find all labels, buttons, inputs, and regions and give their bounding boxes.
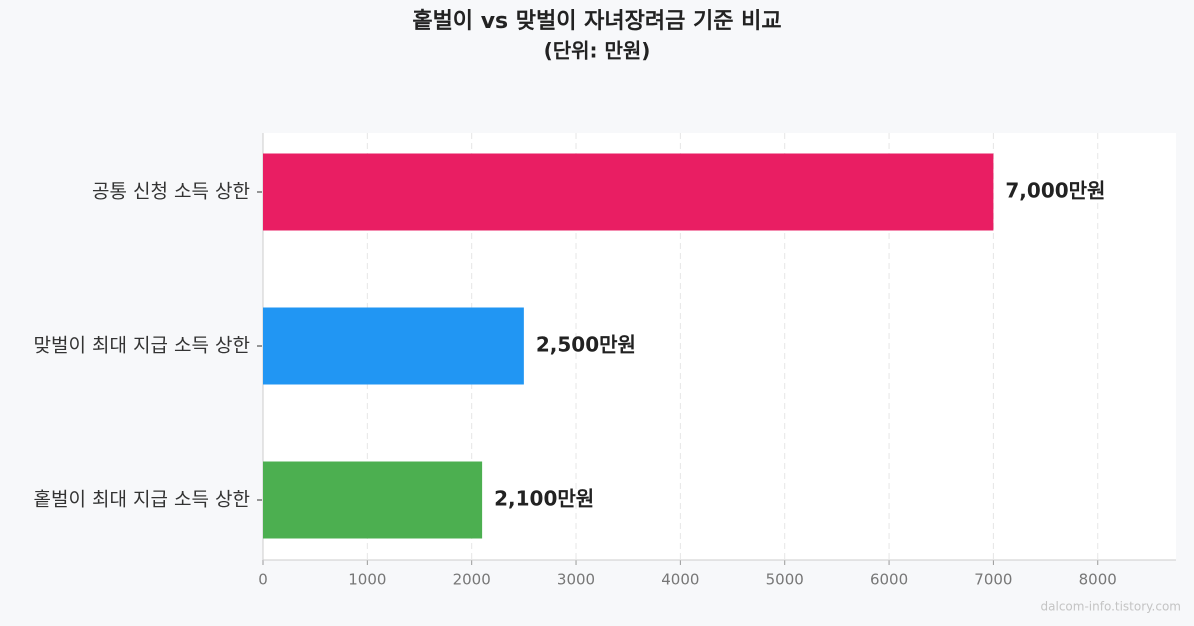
x-tick-label: 3000 bbox=[557, 571, 595, 589]
x-tick-label: 1000 bbox=[348, 571, 386, 589]
chart-subtitle: (단위: 만원) bbox=[544, 39, 651, 63]
bar bbox=[263, 461, 483, 539]
x-tick-label: 0 bbox=[258, 571, 268, 589]
x-tick-label: 7000 bbox=[974, 571, 1012, 589]
y-tick-label: 맞벌이 최대 지급 소득 상한 bbox=[34, 335, 250, 357]
y-tick-label: 공통 신청 소득 상한 bbox=[92, 181, 250, 203]
value-label: 2,100만원 bbox=[494, 487, 594, 511]
x-tick-label: 4000 bbox=[661, 571, 699, 589]
value-label: 2,500만원 bbox=[536, 333, 636, 357]
x-tick-label: 2000 bbox=[453, 571, 491, 589]
watermark: dalcom-info.tistory.com bbox=[1041, 600, 1181, 614]
y-tick-label: 홑벌이 최대 지급 소득 상한 bbox=[34, 489, 250, 511]
x-tick-label: 8000 bbox=[1079, 571, 1117, 589]
x-tick-label: 5000 bbox=[766, 571, 804, 589]
x-tick-label: 6000 bbox=[870, 571, 908, 589]
bar bbox=[263, 307, 524, 385]
bar bbox=[263, 153, 994, 231]
value-label: 7,000만원 bbox=[1005, 179, 1105, 203]
chart-title: 홑벌이 vs 맞벌이 자녀장려금 기준 비교 bbox=[412, 8, 781, 34]
